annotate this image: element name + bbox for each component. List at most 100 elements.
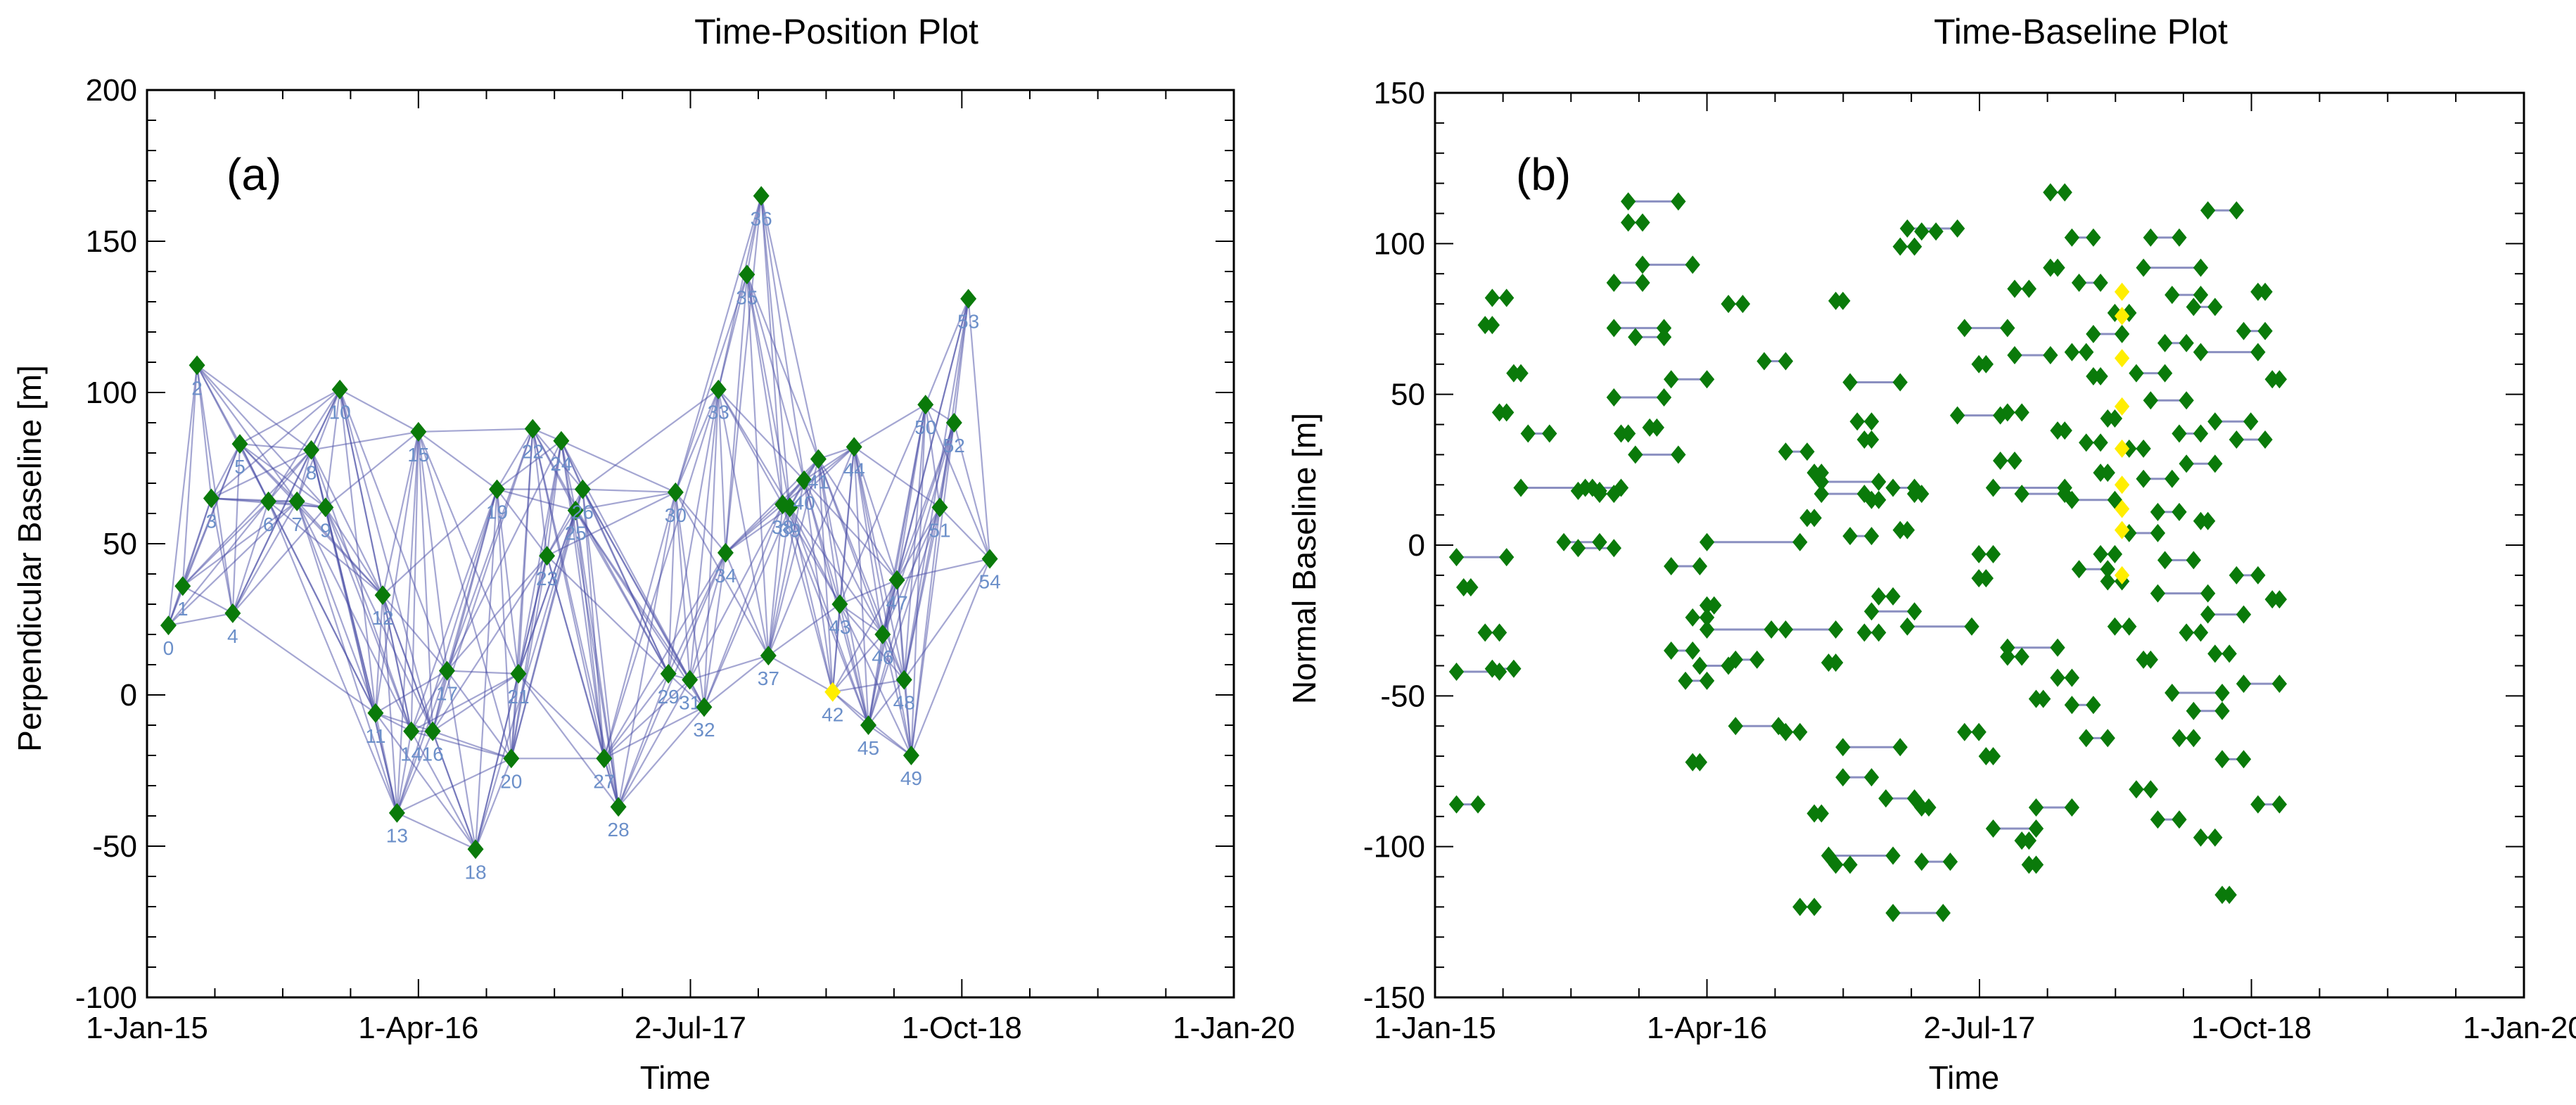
pair-end-point xyxy=(1778,352,1794,371)
pair-start-point xyxy=(1621,213,1636,232)
x-tick-label: 1-Jan-15 xyxy=(1374,1011,1496,1045)
connection-line xyxy=(181,365,198,587)
pair-start-point xyxy=(1570,481,1586,500)
pair-end-point xyxy=(2143,650,2158,669)
time-baseline-plot: Time-Baseline Plot Normal Baseline [m] T… xyxy=(1286,12,2576,1096)
connection-line xyxy=(560,440,605,759)
point-label: 5 xyxy=(234,456,246,478)
connection-lines xyxy=(167,196,991,850)
pair-start-point xyxy=(2172,729,2187,748)
y-tick-label: 150 xyxy=(86,224,137,259)
connection-line xyxy=(418,428,533,433)
pair-start-point xyxy=(1728,717,1743,736)
y-tick-label: 200 xyxy=(86,73,137,108)
pair-end-point xyxy=(1928,222,1944,241)
connection-line xyxy=(296,501,412,732)
connection-line xyxy=(881,404,926,635)
pair-end-point xyxy=(2186,551,2202,570)
pair-start-point xyxy=(2229,430,2245,449)
connection-line xyxy=(703,655,770,708)
pair-end-point xyxy=(1513,364,1529,383)
pair-start-point xyxy=(1484,659,1500,678)
data-point xyxy=(810,449,827,469)
pair-end-point xyxy=(1964,617,1979,636)
connection-line xyxy=(853,404,926,448)
chart-title: Time-Baseline Plot xyxy=(1934,12,2228,51)
pair-start-point xyxy=(1628,328,1643,347)
pair-end-point xyxy=(2207,298,2223,317)
connection-line xyxy=(760,196,820,459)
connection-line xyxy=(817,459,869,726)
point-label: 16 xyxy=(422,743,444,765)
pair-start-point xyxy=(1899,617,1915,636)
connection-line xyxy=(196,365,212,499)
connection-line xyxy=(575,510,670,675)
pair-start-point xyxy=(1957,319,1972,338)
pair-end-point xyxy=(2164,469,2180,488)
connection-line xyxy=(546,489,584,556)
y-tick-label: 0 xyxy=(120,678,137,713)
pair-end-point xyxy=(2028,855,2044,874)
pair-end-point xyxy=(2250,566,2266,585)
connection-line xyxy=(689,504,784,681)
pair-end-point xyxy=(2064,668,2080,687)
x-tick-label: 2-Jul-17 xyxy=(1924,1011,2036,1045)
pair-start-point xyxy=(1914,222,1930,241)
pair-end-point xyxy=(1806,898,1822,916)
pair-start-point xyxy=(1728,650,1743,669)
master-points xyxy=(2114,282,2130,585)
pair-end-point xyxy=(1835,291,1851,310)
connection-line xyxy=(167,501,269,626)
point-label: 31 xyxy=(679,692,701,714)
connection-line xyxy=(547,491,676,557)
pair-start-point xyxy=(1985,478,2001,497)
connection-line xyxy=(325,431,419,509)
data-point xyxy=(760,646,777,666)
pair-start-point xyxy=(1778,442,1794,461)
data-point xyxy=(260,491,277,511)
connection-line xyxy=(725,479,805,554)
pair-start-point xyxy=(2007,279,2022,298)
y-tick-label: 100 xyxy=(86,376,137,410)
pair-start-point xyxy=(1621,192,1636,211)
pair-start-point xyxy=(1957,722,1972,741)
connection-line xyxy=(446,489,498,671)
pair-start-point xyxy=(2028,798,2044,817)
connection-line xyxy=(703,506,791,708)
point-label: 30 xyxy=(665,504,687,526)
pair-end-point xyxy=(1885,846,1901,865)
connection-line xyxy=(168,612,234,627)
data-point xyxy=(860,715,876,735)
pair-start-point xyxy=(2179,454,2194,473)
pair-start-point xyxy=(1842,527,1858,546)
pair-end-point xyxy=(2193,258,2209,277)
pair-start-point xyxy=(2150,810,2166,829)
pair-start-point xyxy=(1664,370,1679,389)
point-label: 50 xyxy=(914,416,936,438)
connection-line xyxy=(668,389,720,675)
connection-line xyxy=(381,595,398,813)
pair-start-point xyxy=(1606,274,1621,293)
x-axis-label: Time xyxy=(1929,1059,2000,1096)
connection-line xyxy=(497,488,576,511)
pair-start-point xyxy=(2200,605,2216,624)
connection-line xyxy=(703,504,784,708)
pair-start-point xyxy=(2150,584,2166,603)
pair-end-point xyxy=(2079,343,2094,362)
pair-end-point xyxy=(1735,295,1751,314)
connection-line xyxy=(417,431,519,675)
connection-line xyxy=(232,506,326,614)
pair-end-point xyxy=(2257,321,2273,340)
pair-end-point xyxy=(1499,403,1515,422)
connection-line xyxy=(867,422,955,726)
connection-line xyxy=(396,812,476,850)
pair-end-point xyxy=(1635,213,1650,232)
connection-line xyxy=(231,501,298,614)
connection-line xyxy=(231,501,269,614)
connection-line xyxy=(517,440,562,675)
pair-end-point xyxy=(2100,729,2115,748)
connection-line xyxy=(267,501,398,814)
connection-line xyxy=(496,440,562,490)
pair-end-point xyxy=(2172,502,2187,521)
pair-start-point xyxy=(1699,532,1715,551)
